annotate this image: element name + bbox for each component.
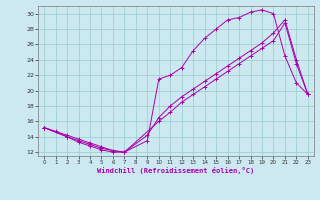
X-axis label: Windchill (Refroidissement éolien,°C): Windchill (Refroidissement éolien,°C): [97, 167, 255, 174]
